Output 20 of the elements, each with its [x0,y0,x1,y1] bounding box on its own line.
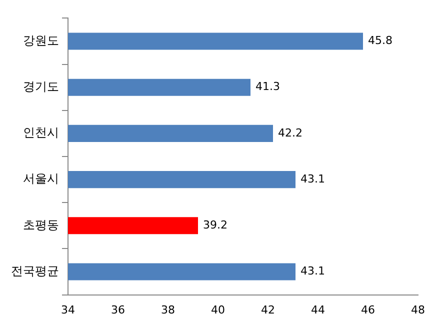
y-tick-label: 전국평균 [11,264,59,278]
x-tick-label: 36 [111,303,125,316]
x-tick-label: 40 [211,303,225,316]
x-tick-label: 46 [361,303,375,316]
data-label: 39.2 [203,218,228,232]
data-label: 41.3 [256,80,280,94]
y-tick-label: 강원도 [23,33,59,48]
y-tick-label: 인천시 [23,126,59,140]
x-tick-label: 42 [261,303,275,316]
data-label: 42.2 [278,126,302,140]
data-label: 43.1 [300,172,325,186]
x-tick-label: 48 [411,303,425,316]
y-tick-label: 서울시 [23,172,59,186]
x-tick-label: 34 [61,303,75,316]
x-tick-label: 38 [161,303,175,316]
y-tick-label: 경기도 [23,79,59,94]
x-tick-label: 44 [311,303,325,316]
data-label: 43.1 [300,264,325,278]
data-label: 45.8 [368,34,392,48]
y-tick-label: 초평동 [23,218,59,232]
